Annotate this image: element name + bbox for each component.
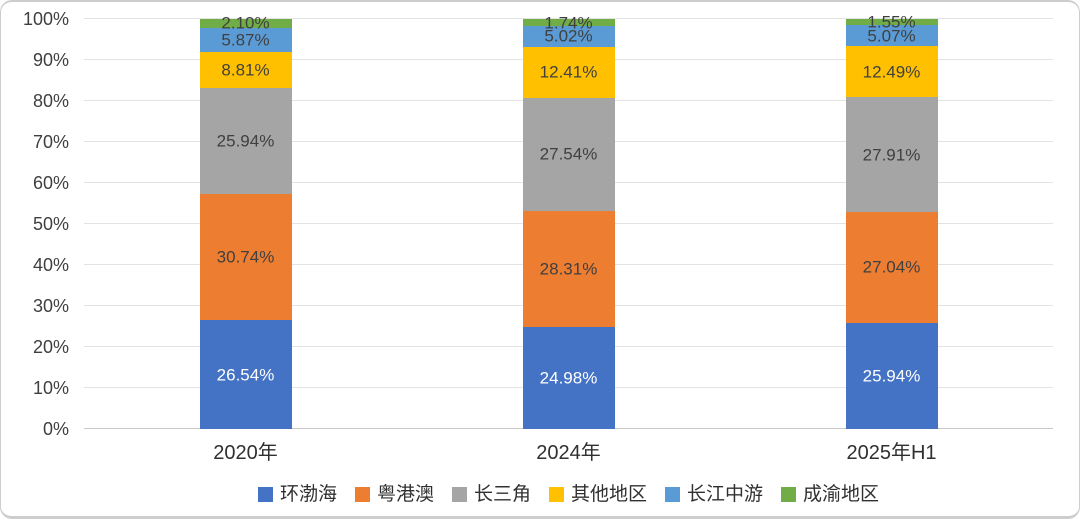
legend-marker-chengdu-chongqing [781,487,797,502]
y-axis-tick-label: 60% [32,173,69,193]
data-label: 30.74% [216,247,275,267]
plot-area: 26.54% 30.74% 25.94% 8.81% 5.87% 2.10% 24.98% 2… [84,14,1053,429]
legend-label: 长三角 [473,484,531,505]
bar-segment-other-regions: 12.49% [845,46,938,98]
bar-segment-middle-yangtze: 5.02% [522,26,615,47]
bars-layer: 26.54% 30.74% 25.94% 8.81% 5.87% 2.10% 24.98% 2… [84,14,1053,429]
bar-segment-chengdu-chongqing: 1.55% [845,14,938,31]
y-axis-tick-label: 0% [42,419,69,439]
stacked-bar: 26.54% 30.74% 25.94% 8.81% 5.87% 2.10% [199,15,292,429]
legend-item-yangtze-river-delta: 长三角 [451,484,531,505]
data-label: 26.54% [216,365,275,385]
bar-slot: 26.54% 30.74% 25.94% 8.81% 5.87% 2.10% [84,15,407,429]
data-label: 24.98% [539,368,598,388]
bar-segment-chengdu-chongqing: 2.10% [199,15,292,32]
y-axis-tick-label: 10% [32,378,69,398]
data-label: 5.07% [867,26,916,46]
x-axis-category-label: 2020年 [213,442,278,464]
bar-segment-chengdu-chongqing: 1.74% [522,14,615,31]
bar-segment-greater-bay-area: 27.04% [845,211,938,323]
gridline [84,18,1053,19]
legend-marker-middle-yangtze [665,487,681,502]
bar-slot: 24.98% 28.31% 27.54% 12.41% 5.02% 1.74% [407,14,730,429]
bar-segment-greater-bay-area: 28.31% [522,210,615,327]
legend-label: 粤港澳 [376,484,434,505]
y-axis-tick-label: 20% [32,337,69,357]
legend-label: 其他地区 [571,484,648,505]
data-label: 27.04% [862,257,921,277]
x-axis: 2020年 2024年 2025年H1 [84,441,1053,465]
y-axis-tick-label: 40% [32,255,69,275]
data-label: 8.81% [221,60,270,80]
stacked-bar: 25.94% 27.04% 27.91% 12.49% 5.07% 1.55% [845,14,938,429]
data-label: 27.91% [862,145,921,165]
legend-item-middle-yangtze: 长江中游 [665,485,763,504]
data-label: 28.31% [539,259,598,279]
stacked-bar: 24.98% 28.31% 27.54% 12.41% 5.02% 1.74% [522,14,615,429]
legend-item-other-regions: 其他地区 [549,485,647,504]
data-label: 12.49% [862,62,921,82]
bar-segment-yangtze-river-delta: 25.94% [199,87,292,195]
y-axis-tick-label: 80% [32,91,69,111]
legend-marker-yangtze-river-delta [451,487,467,502]
legend-marker-bohai-rim [257,487,273,502]
data-label: 25.94% [216,131,275,151]
legend-label: 环渤海 [279,484,337,505]
bar-segment-middle-yangtze: 5.07% [845,25,938,47]
data-label: 5.02% [544,26,593,46]
data-label: 1.74% [544,13,593,33]
x-axis-category-label: 2025年H1 [846,442,937,464]
y-axis-tick-label: 90% [32,50,69,70]
data-label: 25.94% [862,366,921,386]
bar-segment-bohai-rim: 25.94% [845,322,938,429]
bar-segment-yangtze-river-delta: 27.54% [522,97,615,211]
data-label: 12.41% [539,62,598,82]
data-label: 1.55% [867,12,916,32]
legend-item-bohai-rim: 环渤海 [257,484,337,505]
data-label: 27.54% [539,144,598,164]
bar-segment-bohai-rim: 26.54% [199,320,292,429]
legend-item-chengdu-chongqing: 成渝地区 [781,485,879,504]
y-axis-tick-label: 30% [32,296,69,316]
data-label: 2.10% [221,13,270,33]
bar-segment-yangtze-river-delta: 27.91% [845,97,938,212]
y-axis: 0% 10% 20% 30% 40% 50% 60% 70% 80% 90% 100% [1,10,69,438]
data-label: 5.87% [221,30,270,50]
x-axis-category-label: 2024年 [536,442,601,464]
legend-label: 成渝地区 [803,484,880,505]
legend-marker-other-regions [549,487,564,502]
bar-segment-other-regions: 12.41% [522,46,615,98]
y-axis-tick-label: 50% [32,214,69,234]
bar-segment-bohai-rim: 24.98% [522,326,615,429]
y-axis-tick-label: 70% [32,132,69,152]
bar-segment-greater-bay-area: 30.74% [199,194,292,321]
legend-label: 长江中游 [687,484,764,505]
bar-segment-other-regions: 8.81% [199,51,292,88]
legend-item-greater-bay-area: 粤港澳 [354,484,434,505]
legend: 环渤海 粤港澳 长三角 其他地区 长江中游 成渝地区 [84,485,1053,504]
y-axis-tick-label: 100% [22,9,69,29]
legend-marker-greater-bay-area [354,487,370,502]
bar-slot: 25.94% 27.04% 27.91% 12.49% 5.07% 1.55% [730,14,1053,429]
bar-segment-middle-yangtze: 5.87% [199,27,292,52]
